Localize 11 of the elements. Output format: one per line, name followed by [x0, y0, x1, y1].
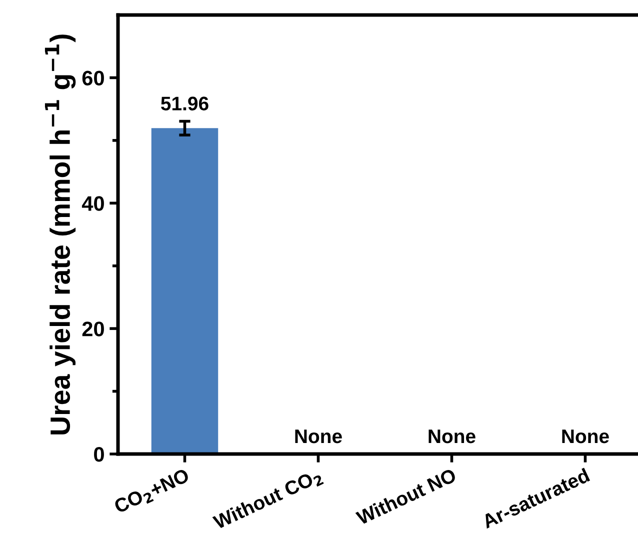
- text: None: [428, 430, 476, 444]
- y-tick-label: 20: [82, 322, 104, 336]
- text: None: [295, 430, 342, 444]
- x-tick-label: CO$_{2}$+NO: [113, 468, 192, 516]
- x-tick-label: Without CO$_{2}$: [212, 468, 324, 532]
- text: None: [562, 430, 609, 444]
- y-axis-title: Urea yield rate (mmol h$^{−1}$ g$^{−1}$): [44, 34, 76, 434]
- data-label: 51.96: [161, 96, 208, 110]
- y-tick-label: 0: [94, 447, 104, 462]
- y-tick-label: 40: [82, 196, 104, 211]
- y-tick-label: 60: [82, 70, 104, 86]
